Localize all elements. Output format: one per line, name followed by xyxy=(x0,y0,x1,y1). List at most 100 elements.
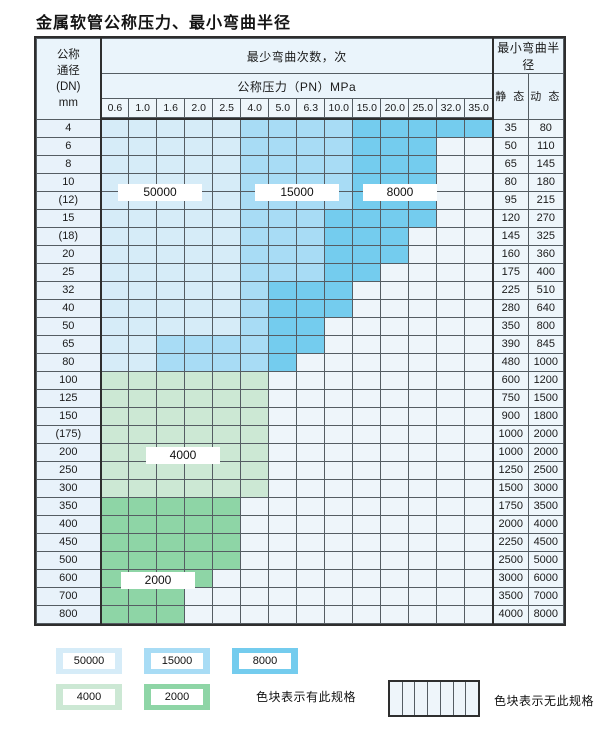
cell-32-1.6 xyxy=(156,280,186,300)
row-static-radius: 65 xyxy=(492,154,529,174)
row-dn-label: 40 xyxy=(35,298,102,318)
cell-500-25.0 xyxy=(408,550,438,570)
cell-6-25.0 xyxy=(408,136,438,156)
cell-400-32.0 xyxy=(436,514,466,534)
no-spec-stripe xyxy=(466,682,478,715)
cell-65-10.0 xyxy=(324,334,354,354)
cell-40-2.5 xyxy=(212,298,242,318)
row-dn-label: 8 xyxy=(35,154,102,174)
cell-450-10.0 xyxy=(324,532,354,552)
cell-(12)-35.0 xyxy=(464,190,494,210)
callout-2000: 2000 xyxy=(121,572,195,589)
row-static-radius: 350 xyxy=(492,316,529,336)
cell-250-35.0 xyxy=(464,460,494,480)
cell-800-25.0 xyxy=(408,604,438,624)
cell-40-25.0 xyxy=(408,298,438,318)
header-pressure-20.0: 20.0 xyxy=(380,98,410,118)
table-row: 800 4000 8000 xyxy=(35,604,565,624)
row-static-radius: 600 xyxy=(492,370,529,390)
cell-450-5.0 xyxy=(268,532,298,552)
cell-20-0.6 xyxy=(100,244,130,264)
cell-450-35.0 xyxy=(464,532,494,552)
cell-20-1.0 xyxy=(128,244,158,264)
cell-4-25.0 xyxy=(408,118,438,138)
cell-40-20.0 xyxy=(380,298,410,318)
cell-100-4.0 xyxy=(240,370,270,390)
cell-150-25.0 xyxy=(408,406,438,426)
header-pressure-1.6: 1.6 xyxy=(156,98,186,118)
cell-500-4.0 xyxy=(240,550,270,570)
cell-(18)-1.0 xyxy=(128,226,158,246)
cell-50-6.3 xyxy=(296,316,326,336)
cell-4-0.6 xyxy=(100,118,130,138)
cell-150-1.0 xyxy=(128,406,158,426)
table-row: 15 120 270 xyxy=(35,208,565,228)
table-row: 50 350 800 xyxy=(35,316,565,336)
row-static-radius: 3000 xyxy=(492,568,529,588)
row-dynamic-radius: 3000 xyxy=(527,478,565,498)
header-dn-line-4: mm xyxy=(58,96,78,109)
cell-32-4.0 xyxy=(240,280,270,300)
cell-350-1.0 xyxy=(128,496,158,516)
row-dn-label: 25 xyxy=(35,262,102,282)
cell-40-10.0 xyxy=(324,298,354,318)
row-dn-label: 400 xyxy=(35,514,102,534)
table-row: (175) 1000 2000 xyxy=(35,424,565,444)
cell-40-6.3 xyxy=(296,298,326,318)
cell-15-0.6 xyxy=(100,208,130,228)
row-static-radius: 35 xyxy=(492,118,529,138)
cell-4-2.5 xyxy=(212,118,242,138)
cell-400-25.0 xyxy=(408,514,438,534)
cell-350-4.0 xyxy=(240,496,270,516)
cell-200-32.0 xyxy=(436,442,466,462)
row-static-radius: 95 xyxy=(492,190,529,210)
cell-8-4.0 xyxy=(240,154,270,174)
cell-150-2.5 xyxy=(212,406,242,426)
cell-(18)-20.0 xyxy=(380,226,410,246)
no-spec-stripe xyxy=(403,682,416,715)
cell-65-35.0 xyxy=(464,334,494,354)
cell-700-15.0 xyxy=(352,586,382,606)
cell-125-4.0 xyxy=(240,388,270,408)
cell-400-5.0 xyxy=(268,514,298,534)
cell-800-1.6 xyxy=(156,604,186,624)
cell-32-32.0 xyxy=(436,280,466,300)
cell-600-2.5 xyxy=(212,568,242,588)
cell-(18)-10.0 xyxy=(324,226,354,246)
cell-4-4.0 xyxy=(240,118,270,138)
header-row-1: 公称 通径 (DN) mm 最少弯曲次数，次 最小弯曲半径 xyxy=(35,38,564,120)
cell-80-10.0 xyxy=(324,352,354,372)
cell-150-2.0 xyxy=(184,406,214,426)
cell-4-1.0 xyxy=(128,118,158,138)
cell-250-20.0 xyxy=(380,460,410,480)
cell-800-15.0 xyxy=(352,604,382,624)
cell-50-2.0 xyxy=(184,316,214,336)
cell-300-5.0 xyxy=(268,478,298,498)
legend-swatch-value: 15000 xyxy=(151,653,203,669)
table-row: 32 225 510 xyxy=(35,280,565,300)
row-dn-label: 100 xyxy=(35,370,102,390)
cell-25-2.5 xyxy=(212,262,242,282)
row-dn-label: 32 xyxy=(35,280,102,300)
cell-6-2.0 xyxy=(184,136,214,156)
row-static-radius: 2500 xyxy=(492,550,529,570)
cell-800-1.0 xyxy=(128,604,158,624)
table-row: 350 1750 3500 xyxy=(35,496,565,516)
cell-65-15.0 xyxy=(352,334,382,354)
row-dynamic-radius: 640 xyxy=(527,298,565,318)
cell-32-5.0 xyxy=(268,280,298,300)
row-static-radius: 1000 xyxy=(492,424,529,444)
cell-800-10.0 xyxy=(324,604,354,624)
cell-350-0.6 xyxy=(100,496,130,516)
cell-(18)-32.0 xyxy=(436,226,466,246)
cell-150-4.0 xyxy=(240,406,270,426)
row-dn-label: 600 xyxy=(35,568,102,588)
cell-400-20.0 xyxy=(380,514,410,534)
row-static-radius: 280 xyxy=(492,298,529,318)
header-pressure-4.0: 4.0 xyxy=(240,98,270,118)
cell-800-35.0 xyxy=(464,604,494,624)
cell-6-32.0 xyxy=(436,136,466,156)
cell-800-20.0 xyxy=(380,604,410,624)
row-dynamic-radius: 2000 xyxy=(527,424,565,444)
cell-8-1.0 xyxy=(128,154,158,174)
